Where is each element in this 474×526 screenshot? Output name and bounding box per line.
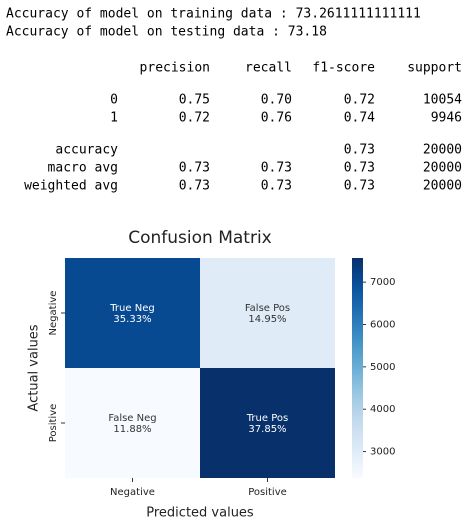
report-row-label: 0: [110, 93, 118, 108]
heatmap-cell: [200, 368, 335, 478]
report-header: precision: [140, 61, 210, 76]
report-cell: 0.76: [261, 111, 292, 126]
y-axis-label: Actual values: [27, 324, 42, 411]
y-tick-label: Negative: [48, 291, 59, 336]
report-header: recall: [245, 61, 292, 76]
report-cell: 20000: [423, 143, 462, 158]
output-line: Accuracy of model on training data : 73.…: [6, 7, 421, 22]
report-cell: 0.73: [344, 179, 375, 194]
report-row-label: macro avg: [48, 161, 118, 176]
report-cell: 0.73: [261, 161, 292, 176]
chart-title: Confusion Matrix: [128, 228, 272, 248]
x-tick-label: Negative: [110, 487, 155, 498]
report-header: support: [407, 61, 462, 76]
colorbar-tick-label: 7000: [370, 277, 395, 288]
report-row-label: 1: [110, 111, 118, 126]
report-cell: 0.73: [344, 143, 375, 158]
report-cell: 0.70: [261, 93, 292, 108]
y-tick-label: Positive: [48, 404, 59, 443]
colorbar-tick-label: 3000: [370, 447, 395, 458]
colorbar-tick-label: 5000: [370, 362, 395, 373]
report-cell: 0.75: [179, 93, 210, 108]
report-cell: 0.73: [179, 161, 210, 176]
report-cell: 0.73: [344, 161, 375, 176]
report-cell: 0.73: [261, 179, 292, 194]
report-cell: 20000: [423, 179, 462, 194]
report-cell: 20000: [423, 161, 462, 176]
report-cell: 0.72: [344, 93, 375, 108]
cell-annotation: 11.88%: [113, 424, 151, 435]
report-cell: 0.72: [179, 111, 210, 126]
colorbar-tick-label: 6000: [370, 319, 395, 330]
output-line: Accuracy of model on testing data : 73.1…: [6, 25, 327, 40]
colorbar-tick-label: 4000: [370, 404, 395, 415]
cell-annotation: 14.95%: [248, 314, 286, 325]
report-row-label: accuracy: [55, 143, 118, 158]
report-header: f1-score: [312, 61, 375, 76]
report-cell: 0.73: [179, 179, 210, 194]
cell-annotation: True Pos: [246, 413, 288, 424]
report-cell: 9946: [431, 111, 462, 126]
report-row-label: weighted avg: [24, 179, 118, 194]
cell-annotation: True Neg: [109, 303, 154, 314]
heatmap-cell: [65, 258, 200, 368]
cell-annotation: False Pos: [245, 303, 290, 314]
cell-annotation: 37.85%: [248, 424, 286, 435]
x-axis-label: Predicted values: [146, 506, 254, 521]
colorbar: [352, 258, 363, 478]
report-cell: 0.74: [344, 111, 375, 126]
cell-annotation: False Neg: [108, 413, 156, 424]
cell-annotation: 35.33%: [113, 314, 151, 325]
heatmap-cell: [200, 258, 335, 368]
x-tick-label: Positive: [248, 487, 287, 498]
report-cell: 10054: [423, 93, 462, 108]
heatmap-cell: [65, 368, 200, 478]
